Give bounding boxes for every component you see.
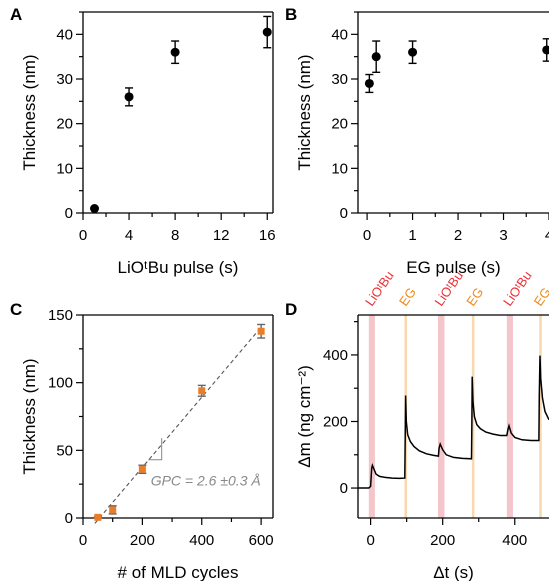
x-tick-label: 0 — [363, 227, 371, 244]
data-point — [198, 387, 206, 395]
data-point — [124, 92, 134, 102]
data-point — [371, 52, 381, 62]
x-tick-label: 4 — [545, 227, 549, 244]
y-tick-label: 200 — [323, 413, 348, 430]
y-tick-label: 400 — [323, 347, 348, 364]
y-tick-label: 0 — [340, 205, 348, 222]
data-point — [542, 45, 549, 55]
pulse-band — [438, 315, 445, 518]
data-point — [138, 465, 146, 473]
y-tick-label: 10 — [331, 160, 348, 177]
pulse-label: EG — [396, 285, 419, 309]
panel-a: 0 10 20 30 40 0 4 8 12 16 LiOᵗBu pulse (s) Thicknes… — [10, 5, 276, 277]
fit-line — [94, 326, 262, 524]
data-point — [170, 47, 180, 57]
panel-label: B — [285, 5, 297, 24]
data-point — [262, 27, 272, 37]
y-tick-label: 0 — [65, 205, 73, 222]
x-axis-label: # of MLD cycles — [118, 563, 239, 581]
panel-c: 0 50 100 150 0 200 400 600 # of MLD cycles Thickn… — [10, 300, 274, 581]
y-axis-label: Thickness (nm) — [20, 54, 39, 170]
x-axis-label: Δt (s) — [433, 563, 474, 581]
pulse-band — [539, 315, 542, 518]
y-tick-label: 150 — [48, 307, 73, 324]
x-tick-label: 0 — [79, 227, 87, 244]
y-tick-label: 10 — [56, 160, 73, 177]
x-tick-label: 4 — [125, 227, 133, 244]
pulse-band — [368, 315, 375, 518]
y-tick-label: 0 — [340, 480, 348, 497]
mass-trace — [358, 355, 549, 489]
x-tick-label: 600 — [249, 532, 274, 549]
x-tick-label: 1 — [408, 227, 416, 244]
y-tick-label: 100 — [48, 375, 73, 392]
y-tick-label: 20 — [56, 116, 73, 133]
x-tick-label: 200 — [130, 532, 155, 549]
y-tick-label: 30 — [331, 71, 348, 88]
y-axis-label: Thickness (nm) — [295, 54, 314, 170]
x-tick-label: 3 — [499, 227, 507, 244]
panel-label: C — [10, 300, 22, 319]
x-tick-label: 2 — [454, 227, 462, 244]
data-point — [90, 204, 100, 214]
y-tick-label: 20 — [331, 116, 348, 133]
data-point — [109, 506, 117, 514]
slope-triangle — [148, 438, 163, 461]
x-axis-label: EG pulse (s) — [406, 258, 500, 277]
pulse-label: EG — [463, 285, 486, 309]
x-tick-label: 400 — [502, 532, 527, 549]
data-point — [257, 327, 265, 335]
pulse-label: LiOᵗBu — [362, 268, 397, 309]
y-axis-label: Thickness (nm) — [20, 358, 39, 474]
x-tick-label: 16 — [259, 227, 276, 244]
x-tick-label: 200 — [430, 532, 455, 549]
y-tick-label: 40 — [56, 26, 73, 43]
pulse-band — [506, 315, 513, 518]
data-point — [408, 47, 418, 57]
panel-b: 0 10 20 30 40 0 1 2 3 4 EG pulse (s) Thickness (nm)… — [285, 5, 549, 277]
panel-label: D — [285, 300, 297, 319]
y-tick-label: 50 — [56, 442, 73, 459]
y-tick-label: 0 — [65, 510, 73, 527]
data-point — [94, 513, 102, 521]
y-tick-label: 30 — [56, 71, 73, 88]
pulse-label: EG — [531, 285, 549, 309]
gpc-annotation: GPC = 2.6 ±0.3 Å — [151, 473, 261, 489]
x-tick-label: 8 — [171, 227, 179, 244]
x-tick-label: 12 — [213, 227, 230, 244]
x-tick-label: 0 — [79, 532, 87, 549]
y-axis-label: Δm (ng cm⁻²) — [295, 365, 314, 468]
y-tick-label: 40 — [331, 26, 348, 43]
data-point — [364, 78, 374, 88]
pulse-label: LiOᵗBu — [500, 268, 535, 309]
pulse-band — [471, 315, 475, 518]
panel-label: A — [10, 5, 22, 24]
x-tick-label: 400 — [189, 532, 214, 549]
x-tick-label: 0 — [366, 532, 374, 549]
x-axis-label: LiOᵗBu pulse (s) — [118, 258, 239, 277]
